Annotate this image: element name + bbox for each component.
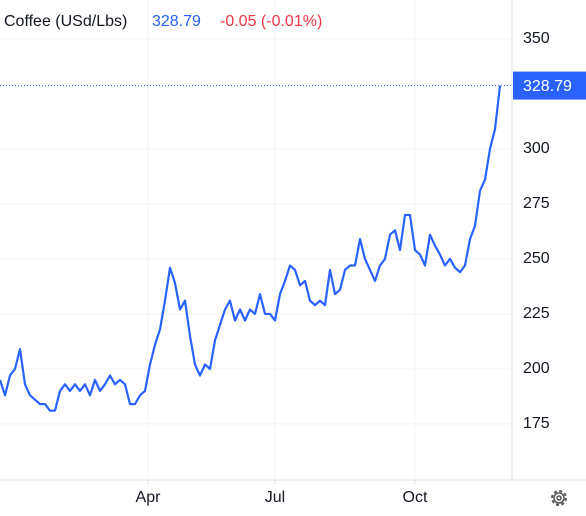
x-tick-label: Apr (136, 489, 162, 506)
price-tag-label: 328.79 (523, 78, 572, 95)
settings-icon[interactable] (551, 490, 567, 506)
chart-title: Coffee (USd/Lbs) (4, 13, 127, 30)
grid (0, 0, 512, 480)
y-tick-label: 350 (523, 30, 550, 47)
y-tick-label: 225 (523, 305, 550, 322)
header-change: -0.05 (-0.01%) (220, 13, 322, 30)
y-tick-label: 250 (523, 250, 550, 267)
y-tick-label: 275 (523, 195, 550, 212)
x-tick-label: Jul (265, 489, 285, 506)
price-tag (513, 71, 586, 100)
header-price: 328.79 (152, 13, 201, 30)
plot (0, 85, 512, 412)
y-tick-label: 300 (523, 140, 550, 157)
x-tick-label: Oct (403, 489, 428, 506)
y-tick-label: 175 (523, 415, 550, 432)
price-line (0, 85, 502, 412)
y-tick-label: 200 (523, 360, 550, 377)
